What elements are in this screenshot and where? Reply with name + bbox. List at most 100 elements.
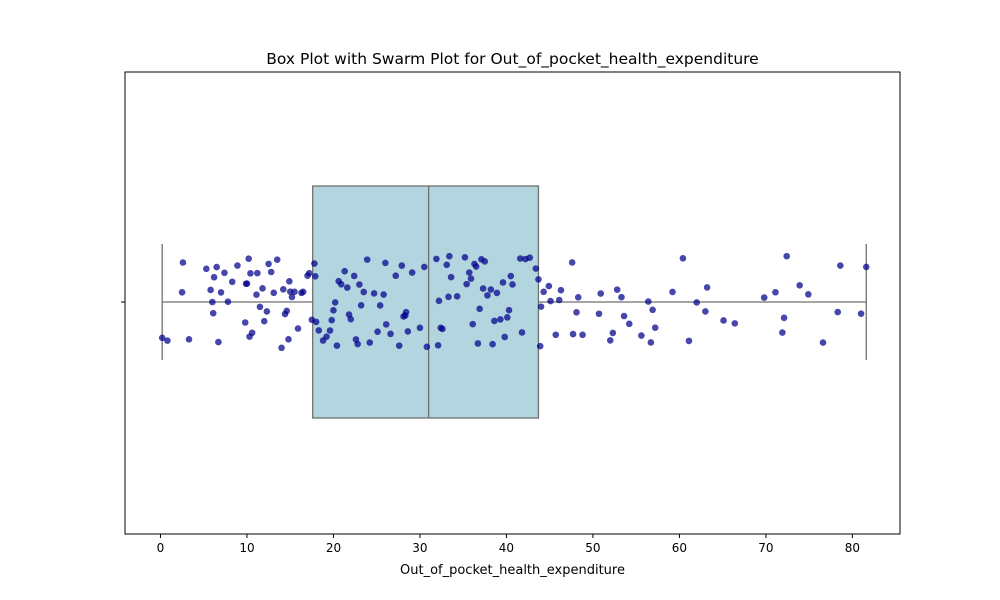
data-point: [507, 272, 515, 280]
data-point: [469, 320, 477, 328]
data-point: [526, 254, 534, 261]
data-point: [720, 317, 727, 324]
data-point: [472, 263, 480, 270]
data-point: [569, 330, 577, 338]
data-point: [245, 255, 252, 263]
data-point: [283, 307, 291, 315]
data-point: [209, 298, 216, 306]
chart-title: Box Plot with Swarm Plot for Out_of_pock…: [266, 50, 758, 69]
data-point: [461, 253, 469, 261]
x-tick-label: 50: [585, 541, 600, 555]
data-point: [516, 255, 524, 262]
data-point: [780, 314, 788, 322]
data-point: [620, 312, 628, 320]
data-point: [434, 342, 442, 349]
data-point: [760, 294, 768, 301]
data-point: [493, 289, 501, 297]
data-point: [509, 281, 516, 288]
data-point: [234, 262, 241, 269]
data-point: [487, 286, 495, 293]
data-point: [537, 303, 545, 310]
data-point: [518, 329, 526, 336]
data-point: [333, 342, 341, 349]
data-point: [311, 272, 319, 280]
data-point: [356, 281, 363, 288]
data-point: [501, 333, 509, 341]
data-point: [467, 275, 475, 282]
x-tick-label: 10: [239, 541, 254, 555]
data-point: [834, 308, 842, 316]
data-point: [263, 308, 271, 315]
data-point: [326, 327, 334, 334]
data-point: [360, 288, 368, 296]
data-point: [796, 282, 803, 289]
data-point: [299, 288, 307, 296]
data-point: [341, 267, 348, 275]
data-point: [273, 256, 281, 263]
box-plot: [161, 185, 867, 419]
data-point: [618, 293, 625, 301]
data-point: [552, 331, 560, 339]
data-point: [535, 276, 542, 283]
data-point: [445, 293, 452, 301]
data-point: [557, 286, 565, 294]
x-tick-label: 30: [412, 541, 427, 555]
data-point: [484, 292, 491, 299]
data-point: [363, 256, 371, 263]
data-point: [392, 272, 400, 280]
data-point: [179, 259, 187, 266]
data-point: [703, 284, 711, 291]
swarm-points: [158, 252, 870, 352]
data-point: [224, 298, 232, 306]
data-point: [228, 278, 236, 286]
data-point: [331, 299, 339, 306]
data-point: [465, 269, 473, 276]
data-point: [376, 302, 384, 309]
data-point: [597, 290, 605, 297]
data-point: [404, 328, 412, 335]
data-point: [568, 259, 576, 266]
data-point: [305, 269, 313, 277]
data-point: [805, 291, 812, 298]
data-point: [685, 337, 693, 345]
data-point: [420, 263, 428, 271]
data-point: [374, 328, 381, 335]
data-point: [435, 297, 443, 305]
data-point: [772, 288, 779, 296]
data-point: [210, 273, 218, 281]
data-point: [259, 285, 266, 292]
data-point: [862, 263, 870, 271]
x-axis-label: Out_of_pocket_health_expenditure: [400, 563, 625, 578]
data-point: [423, 343, 431, 351]
x-tick-label: 60: [672, 541, 687, 555]
data-point: [286, 277, 293, 285]
data-point: [323, 333, 330, 340]
data-point: [489, 340, 496, 348]
data-point: [504, 314, 511, 321]
data-point: [644, 298, 652, 305]
data-point: [779, 329, 786, 336]
data-point: [479, 285, 487, 292]
x-tick-label: 80: [845, 541, 860, 555]
data-point: [540, 288, 547, 296]
data-point: [443, 261, 451, 269]
data-point: [337, 280, 345, 288]
data-point: [819, 339, 827, 346]
data-point: [248, 329, 256, 337]
data-point: [408, 269, 416, 276]
data-point: [545, 282, 553, 290]
data-point: [254, 269, 261, 277]
x-tick-label: 0: [157, 541, 165, 555]
data-point: [291, 288, 298, 296]
data-point: [217, 289, 225, 296]
data-point: [288, 293, 296, 301]
data-point: [731, 320, 739, 327]
data-point: [463, 280, 470, 288]
data-point: [398, 262, 406, 269]
data-point: [402, 308, 410, 316]
data-point: [446, 252, 453, 260]
data-point: [285, 335, 292, 343]
data-point: [609, 329, 617, 337]
data-point: [476, 305, 483, 313]
